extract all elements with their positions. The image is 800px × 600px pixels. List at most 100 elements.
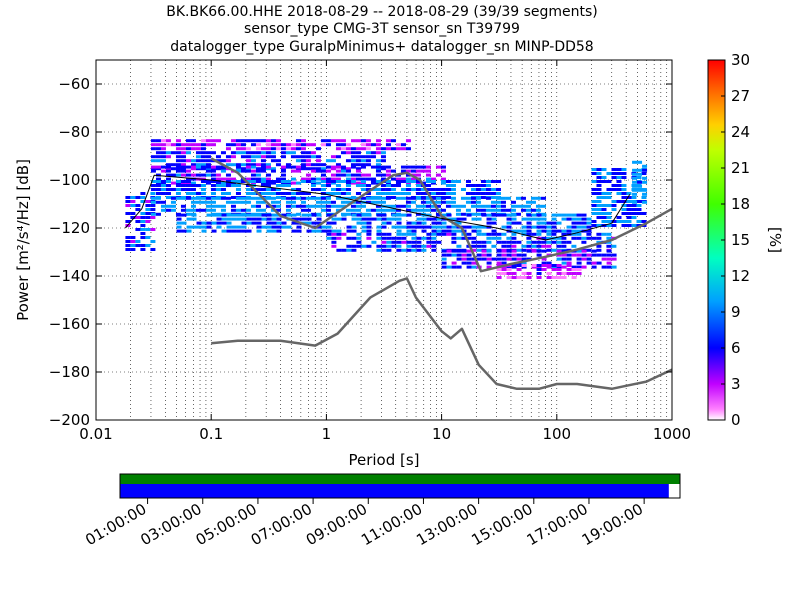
psd-cell bbox=[295, 143, 301, 147]
psd-cell bbox=[351, 217, 357, 221]
psd-cell bbox=[411, 225, 417, 229]
psd-cell bbox=[375, 204, 381, 208]
psd-cell bbox=[621, 176, 627, 179]
psd-cell bbox=[336, 232, 342, 236]
psd-cell bbox=[205, 180, 211, 183]
psd-cell bbox=[531, 249, 537, 253]
psd-cell bbox=[546, 248, 552, 252]
psd-cell bbox=[255, 151, 261, 155]
psd-cell bbox=[225, 196, 231, 200]
psd-cell bbox=[275, 143, 281, 147]
psd-cell bbox=[410, 169, 416, 173]
y-axis-label: Power [m²/s⁴/Hz] [dB] bbox=[14, 159, 32, 321]
psd-cell bbox=[225, 180, 231, 183]
psd-cell bbox=[396, 221, 402, 225]
psd-cell bbox=[295, 159, 301, 163]
psd-cell bbox=[632, 188, 638, 192]
psd-cell bbox=[275, 159, 281, 163]
psd-cell bbox=[301, 217, 307, 221]
psd-cell bbox=[456, 229, 462, 233]
psd-cell bbox=[175, 196, 181, 200]
psd-cell bbox=[235, 169, 241, 173]
psd-cell bbox=[155, 165, 161, 169]
psd-cell bbox=[135, 216, 141, 219]
psd-cell bbox=[355, 200, 361, 204]
psd-cell bbox=[415, 188, 421, 191]
psd-cell bbox=[205, 139, 211, 143]
psd-cell bbox=[621, 184, 627, 187]
psd-cell bbox=[195, 184, 201, 187]
psd-cell bbox=[260, 163, 266, 167]
psd-cell bbox=[180, 151, 186, 155]
psd-cell bbox=[536, 265, 542, 269]
psd-cell bbox=[400, 204, 406, 208]
psd-cell bbox=[260, 169, 266, 173]
psd-cell bbox=[145, 204, 151, 207]
psd-cell bbox=[150, 240, 156, 243]
psd-cell bbox=[441, 265, 447, 269]
psd-cell bbox=[606, 265, 612, 269]
psd-cell bbox=[385, 143, 391, 147]
psd-cell bbox=[596, 208, 602, 211]
psd-cell bbox=[501, 268, 507, 271]
psd-cell bbox=[200, 180, 206, 183]
psd-cell bbox=[375, 167, 381, 171]
psd-cell bbox=[275, 200, 281, 204]
psd-cell bbox=[325, 184, 331, 187]
psd-cell bbox=[310, 155, 316, 159]
psd-cell bbox=[235, 208, 241, 212]
psd-histogram bbox=[125, 139, 648, 279]
psd-cell bbox=[180, 155, 186, 159]
psd-cell bbox=[445, 196, 451, 199]
psd-cell bbox=[260, 200, 266, 204]
psd-cell bbox=[181, 213, 187, 217]
psd-cell bbox=[415, 184, 421, 187]
psd-cell bbox=[220, 184, 226, 187]
psd-cell bbox=[250, 159, 256, 163]
psd-cell bbox=[351, 244, 357, 248]
psd-cell bbox=[290, 181, 296, 185]
psd-cell bbox=[541, 229, 547, 233]
psd-cell bbox=[351, 229, 357, 233]
psd-cell bbox=[365, 143, 371, 147]
psd-cell bbox=[445, 188, 451, 191]
psd-cell bbox=[511, 236, 517, 240]
psd-cell bbox=[325, 139, 331, 143]
psd-cell bbox=[250, 139, 256, 143]
psd-cell bbox=[626, 196, 632, 199]
psd-cell bbox=[270, 143, 276, 147]
psd-cell bbox=[335, 173, 341, 177]
psd-cell bbox=[340, 173, 346, 177]
psd-cell bbox=[390, 139, 396, 143]
psd-cell bbox=[601, 180, 607, 183]
psd-cell bbox=[216, 217, 222, 221]
psd-cell bbox=[215, 165, 221, 169]
psd-cell bbox=[285, 143, 291, 147]
psd-cell bbox=[501, 213, 507, 217]
y-tick-label: −100 bbox=[49, 171, 90, 189]
psd-cell bbox=[185, 196, 191, 200]
psd-cell bbox=[561, 232, 567, 236]
psd-cell bbox=[355, 151, 361, 155]
psd-cell bbox=[495, 200, 501, 204]
psd-cell bbox=[345, 159, 351, 163]
psd-cell bbox=[641, 212, 647, 215]
psd-cell bbox=[215, 155, 221, 159]
psd-cell bbox=[632, 192, 638, 196]
psd-cell bbox=[420, 165, 426, 169]
psd-cell bbox=[380, 200, 386, 204]
psd-cell bbox=[290, 200, 296, 204]
psd-cell bbox=[180, 147, 186, 151]
psd-cell bbox=[495, 180, 501, 183]
psd-cell bbox=[636, 208, 642, 211]
psd-cell bbox=[500, 200, 506, 204]
psd-cell bbox=[230, 155, 236, 159]
psd-cell bbox=[320, 177, 326, 181]
psd-cell bbox=[601, 232, 607, 236]
psd-cell bbox=[596, 244, 602, 248]
psd-cell bbox=[155, 184, 161, 187]
psd-cell bbox=[576, 236, 582, 240]
psd-cell bbox=[526, 276, 532, 279]
psd-cell bbox=[411, 229, 417, 233]
psd-cell bbox=[316, 225, 322, 229]
